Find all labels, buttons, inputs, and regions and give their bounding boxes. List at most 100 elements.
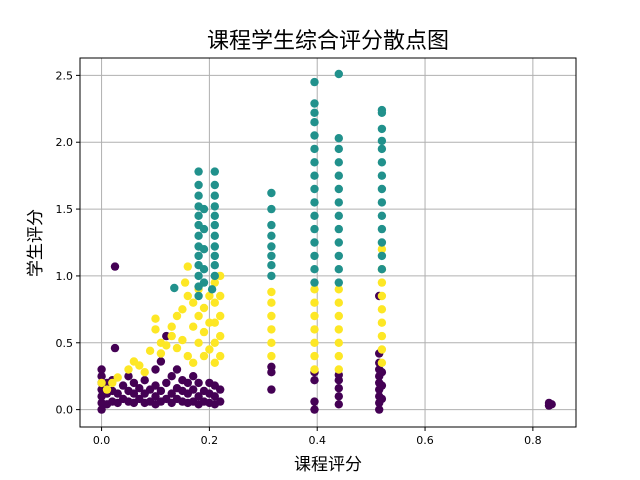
data-point <box>172 343 182 353</box>
data-point <box>167 372 176 381</box>
data-point <box>108 378 117 388</box>
data-point <box>205 345 214 354</box>
data-point <box>377 224 387 234</box>
data-point <box>377 265 387 274</box>
data-point <box>189 322 198 331</box>
data-point <box>210 180 219 190</box>
data-point <box>377 291 387 301</box>
data-point <box>124 372 133 381</box>
data-point <box>267 231 276 240</box>
data-point <box>194 271 203 281</box>
data-point <box>210 231 219 240</box>
data-point <box>377 184 387 194</box>
data-point <box>97 372 106 381</box>
data-point <box>194 338 203 347</box>
data-point <box>199 245 209 254</box>
data-point <box>377 368 387 377</box>
data-point <box>167 389 176 398</box>
data-point <box>334 298 343 307</box>
x-tick-label: 0.2 <box>201 434 219 447</box>
chart-title: 课程学生综合评分散点图 <box>207 29 449 54</box>
data-point <box>310 251 319 261</box>
data-point <box>199 265 209 274</box>
data-point <box>267 385 276 394</box>
series-0 <box>97 262 556 414</box>
data-point <box>167 331 176 341</box>
data-point <box>151 314 160 323</box>
data-point <box>310 238 319 247</box>
data-point <box>267 351 276 361</box>
data-point <box>97 365 106 374</box>
data-point <box>310 77 319 87</box>
data-point <box>151 325 160 334</box>
data-point <box>310 131 319 140</box>
data-point <box>267 188 276 198</box>
data-point <box>210 242 219 251</box>
data-point <box>334 184 343 194</box>
data-point <box>334 325 343 334</box>
data-point <box>310 211 319 220</box>
data-point <box>194 392 203 401</box>
data-point <box>377 211 387 220</box>
y-tick-label: 1.0 <box>56 270 74 283</box>
data-point <box>310 198 319 207</box>
data-point <box>129 389 139 398</box>
data-point <box>205 291 214 301</box>
data-point <box>113 389 122 398</box>
data-point <box>310 376 319 385</box>
y-tick-label: 0.0 <box>56 404 74 417</box>
y-axis-label: 学生评分 <box>26 209 46 277</box>
data-point <box>267 325 276 334</box>
data-point <box>172 365 182 374</box>
data-point <box>183 351 192 361</box>
data-point <box>267 220 276 230</box>
data-point <box>334 251 343 261</box>
data-point <box>377 358 387 367</box>
data-point <box>377 238 387 247</box>
data-point <box>180 278 190 287</box>
y-tick-label: 2.5 <box>56 69 74 82</box>
data-point <box>310 311 319 321</box>
data-point <box>310 265 319 274</box>
data-point <box>334 158 343 167</box>
data-point <box>199 303 209 313</box>
data-point <box>334 392 343 401</box>
data-point <box>189 385 198 394</box>
data-point <box>140 376 149 385</box>
data-point <box>334 144 343 154</box>
data-point <box>334 224 343 234</box>
data-point <box>310 351 319 361</box>
data-point <box>310 325 319 334</box>
data-point <box>334 134 343 143</box>
data-point <box>377 171 387 180</box>
data-point <box>377 394 387 404</box>
data-point <box>310 171 319 180</box>
data-point <box>210 271 219 281</box>
data-point <box>151 392 160 401</box>
data-point <box>377 136 387 146</box>
data-point <box>267 271 276 281</box>
data-point <box>377 245 387 254</box>
data-point <box>113 373 122 382</box>
data-point <box>210 278 219 287</box>
data-point <box>267 338 276 347</box>
y-tick-label: 2.0 <box>56 136 74 149</box>
data-point <box>178 335 187 345</box>
x-tick-label: 0.6 <box>416 434 434 447</box>
data-point <box>210 318 219 327</box>
data-point <box>375 405 384 414</box>
data-point <box>267 311 276 321</box>
data-point <box>172 311 182 321</box>
data-point <box>377 305 387 314</box>
y-tick-label: 0.5 <box>56 337 74 350</box>
data-point <box>310 99 319 108</box>
data-point <box>156 349 166 358</box>
data-point <box>216 291 225 301</box>
data-point <box>377 144 387 154</box>
data-point <box>216 397 225 406</box>
data-point <box>267 287 276 297</box>
data-points <box>97 69 556 414</box>
data-point <box>199 351 209 361</box>
data-point <box>310 184 319 194</box>
